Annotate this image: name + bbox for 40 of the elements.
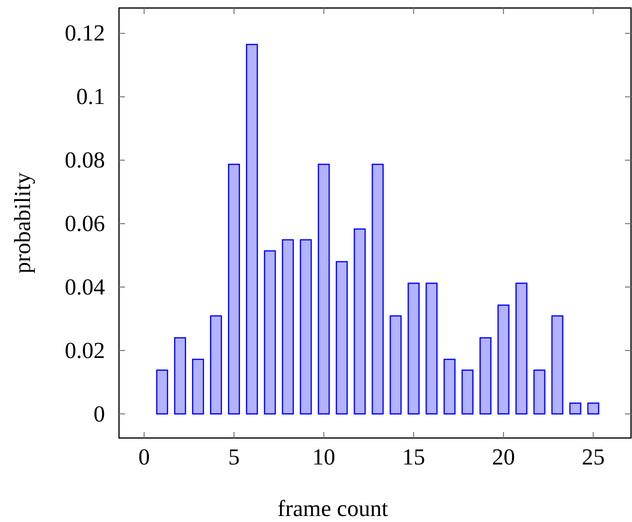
bar	[156, 370, 168, 414]
bar	[246, 44, 258, 414]
bar	[300, 239, 312, 414]
y-tick-label: 0.04	[64, 274, 106, 300]
bar	[497, 304, 510, 414]
x-tick-label: 15	[402, 444, 426, 470]
bar	[372, 164, 384, 414]
x-tick-label: 25	[582, 444, 605, 470]
bar	[551, 315, 564, 414]
y-tick-label: 0.12	[64, 20, 105, 46]
x-tick-label: 10	[312, 444, 336, 470]
bar	[515, 282, 528, 414]
bar	[210, 315, 222, 414]
bar	[444, 358, 456, 414]
bar	[228, 164, 240, 414]
bar	[264, 250, 276, 414]
bar	[192, 358, 204, 414]
x-tick-label: 5	[228, 444, 240, 470]
y-tick-label: 0.08	[64, 148, 105, 173]
bar	[533, 370, 546, 414]
y-axis-title: probability	[10, 172, 35, 274]
bar	[282, 239, 294, 414]
y-tick-label: 0.02	[64, 338, 105, 363]
bar	[318, 164, 330, 414]
bar	[569, 402, 582, 414]
bar	[587, 402, 600, 414]
bar	[408, 282, 420, 414]
x-axis-title: frame count	[278, 496, 389, 521]
y-tick-label: 0.1	[76, 84, 105, 110]
bar	[174, 337, 186, 414]
bar	[462, 370, 474, 414]
bar	[354, 228, 366, 414]
bar	[336, 261, 348, 414]
x-tick-label: 0	[138, 444, 150, 470]
y-tick-label: 0	[94, 401, 105, 426]
bar	[479, 337, 492, 414]
x-tick-label: 20	[492, 444, 515, 470]
bar	[426, 282, 438, 414]
bar	[390, 315, 402, 414]
y-tick-label: 0.06	[64, 210, 105, 236]
